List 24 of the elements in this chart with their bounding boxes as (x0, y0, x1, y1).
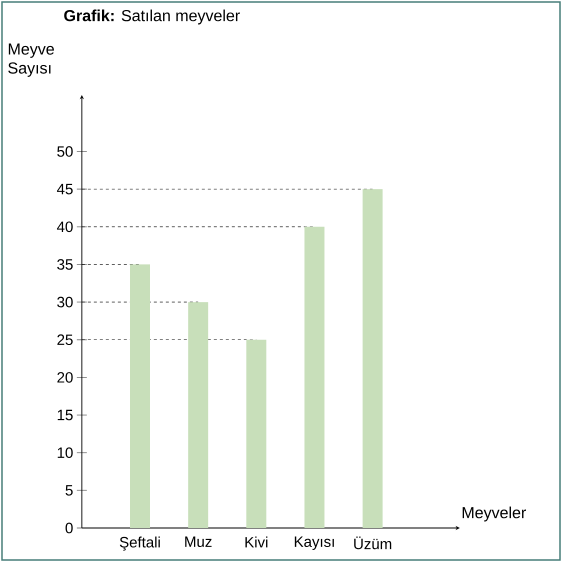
y-tick-label: 0 (66, 522, 73, 534)
chart-title: Grafik: Satılan meyveler (64, 10, 240, 24)
y-tick-label: 10 (58, 447, 73, 458)
x-tick-label: Muz (185, 536, 212, 547)
y-tick-label: 50 (57, 146, 73, 157)
y-tick-label: 45 (56, 184, 73, 194)
y-tick-label: 40 (56, 221, 73, 232)
y-tick-label: 15 (58, 410, 73, 420)
x-tick-label: Kivi (245, 536, 268, 548)
x-tick-label: Şeftali (120, 536, 160, 551)
bar (246, 340, 266, 528)
y-tick-label: 35 (57, 259, 73, 270)
y-tick-label: 25 (57, 334, 73, 346)
bar (130, 264, 150, 528)
y-tick-label: 30 (57, 296, 73, 308)
x-tick-label: Üzüm (354, 536, 392, 550)
bar (362, 189, 383, 528)
x-axis-title: Meyveler (462, 506, 526, 522)
y-tick-label: 5 (66, 485, 73, 496)
y-tick-label: 20 (57, 372, 73, 383)
bar (188, 302, 208, 528)
x-tick-label: Kayısı (294, 536, 334, 550)
bar (304, 226, 324, 528)
y-axis-title: Meyve Sayısı (8, 44, 54, 77)
